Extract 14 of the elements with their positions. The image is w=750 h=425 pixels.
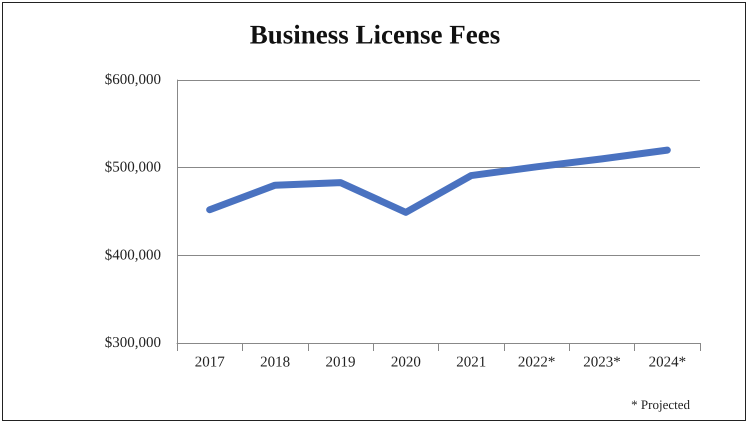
x-tick-label: 2018 [260,354,290,370]
x-tick-label: 2023* [583,354,621,370]
x-tick-label: 2019 [325,354,356,370]
y-tick-label: $300,000 [104,335,161,351]
text: * Projected [631,397,690,412]
y-tick-label: $600,000 [104,72,161,88]
x-tick-label: 2021 [456,354,486,370]
y-tick-label: $400,000 [104,247,161,264]
y-tick-label: $500,000 [104,160,161,176]
x-tick-label: 2022* [518,354,556,370]
x-tick-label: 2020 [390,354,421,370]
x-tick-label: 2017 [194,354,226,370]
chart-title: Business License Fees [250,20,500,50]
x-tick-label: 2024* [648,354,686,370]
